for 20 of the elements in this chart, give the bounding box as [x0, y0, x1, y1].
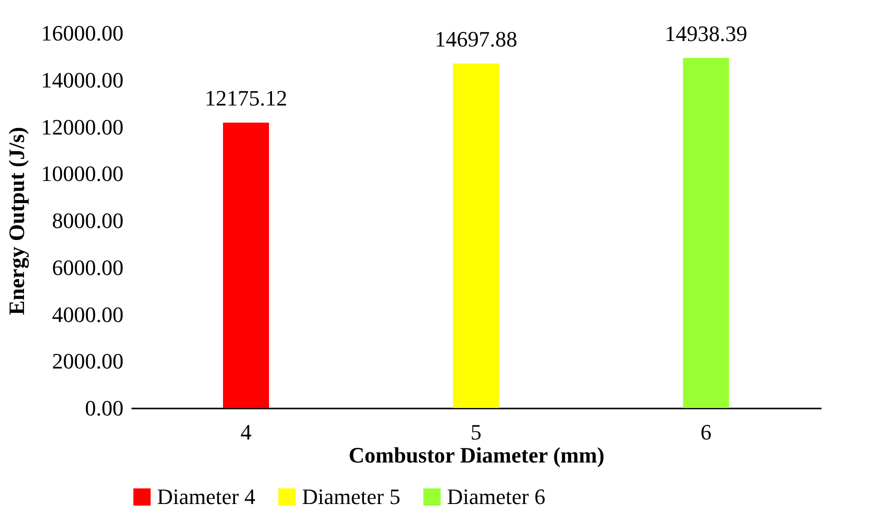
data-label: 12175.12 — [204, 86, 288, 111]
y-tick-label: 8000.00 — [52, 208, 124, 233]
y-tick-label: 10000.00 — [41, 161, 124, 186]
y-tick-label: 16000.00 — [41, 20, 124, 46]
data-label: 14938.39 — [664, 20, 748, 46]
x-tick-label: 5 — [470, 420, 482, 444]
x-axis-title: Combustor Diameter (mm) — [348, 442, 604, 468]
y-tick-label: 4000.00 — [52, 302, 124, 327]
data-label: 14697.88 — [434, 26, 518, 52]
y-axis-title: Energy Output (J/s) — [4, 126, 29, 316]
x-tick-label: 6 — [700, 420, 712, 444]
legend-label: Diameter 6 — [447, 484, 546, 509]
y-tick-label: 14000.00 — [41, 67, 124, 92]
y-tick-label: 12000.00 — [41, 114, 124, 140]
y-tick-label: 2000.00 — [52, 348, 124, 374]
y-tick-label: 0.00 — [85, 396, 124, 420]
legend-label: Diameter 4 — [157, 484, 256, 509]
x-tick-label: 4 — [240, 420, 252, 444]
legend-label: Diameter 5 — [302, 484, 400, 509]
y-tick-label: 6000.00 — [52, 254, 124, 280]
